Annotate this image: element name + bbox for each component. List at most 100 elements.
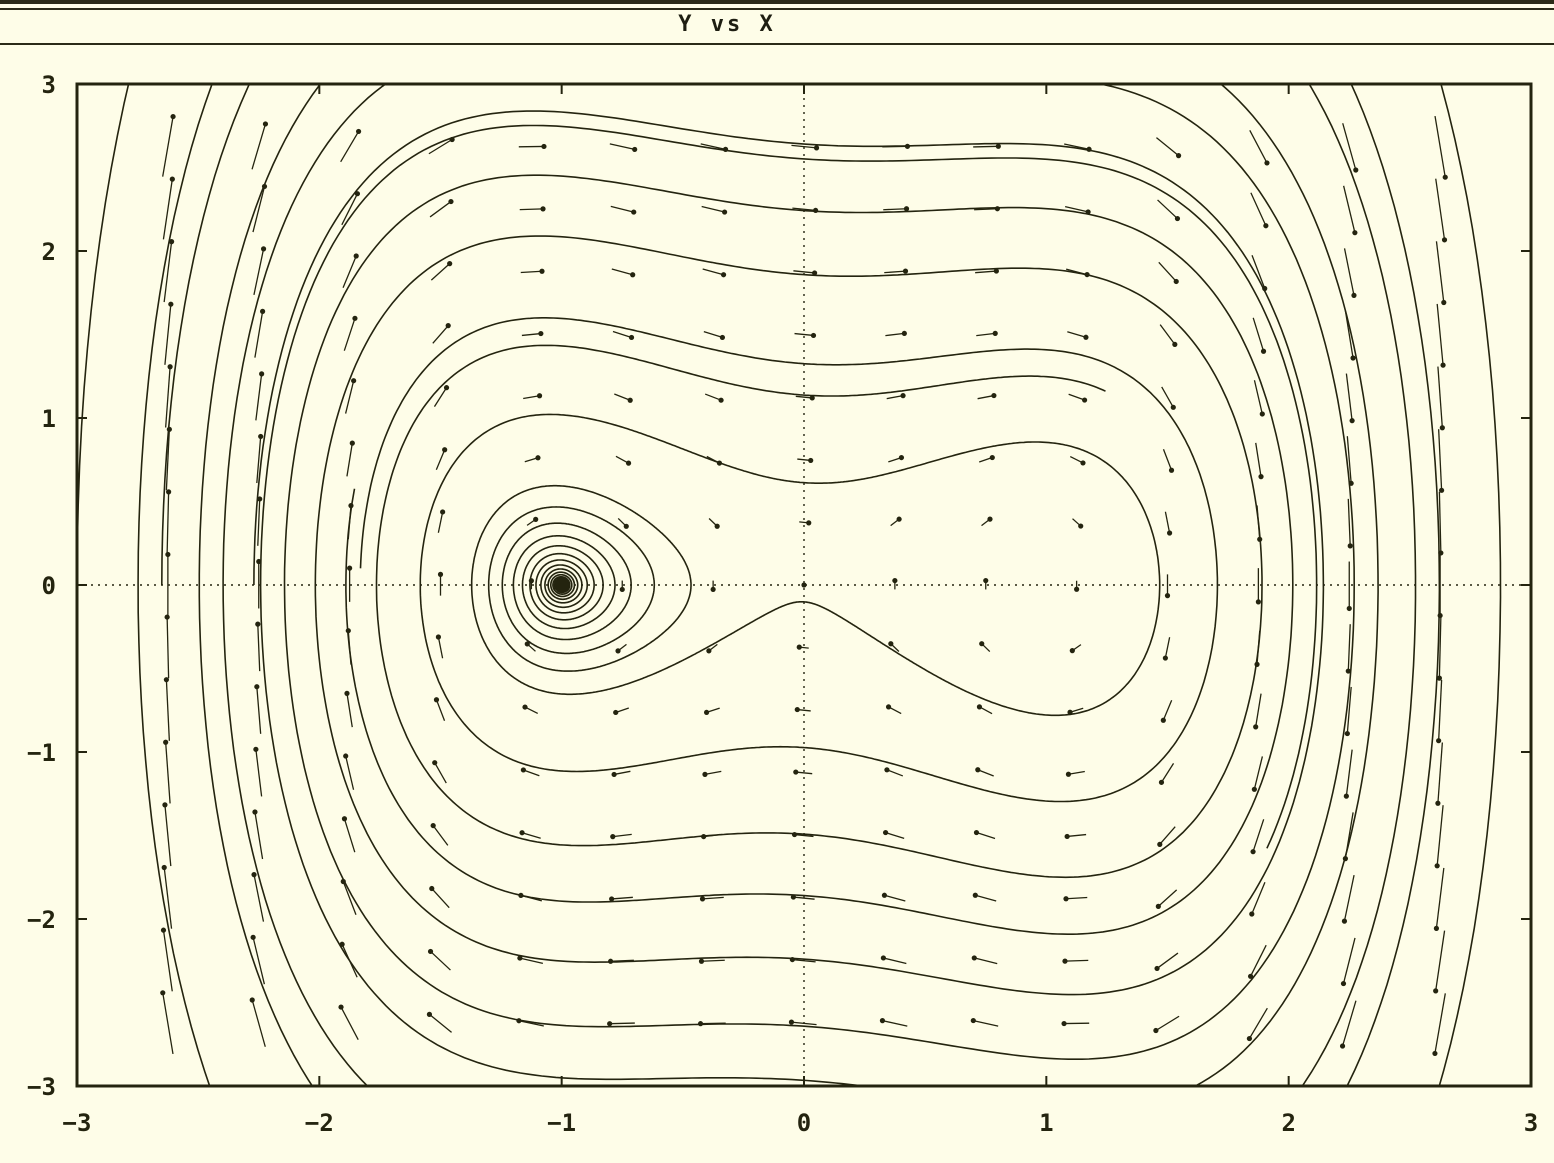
vector-arrow	[799, 520, 812, 526]
vector-arrow-shaft	[702, 896, 724, 900]
vector-arrow-head	[1086, 146, 1092, 152]
vector-arrow	[700, 143, 729, 152]
vector-arrow-shaft	[700, 143, 726, 151]
vector-arrow	[609, 896, 633, 902]
vector-arrow-shaft	[703, 330, 723, 339]
vector-arrow	[890, 516, 902, 527]
vector-arrow-head	[256, 558, 262, 565]
vector-arrow-shaft	[162, 116, 174, 177]
vector-arrow	[888, 454, 905, 463]
vector-arrow	[974, 206, 1000, 212]
vector-arrow-shaft	[1064, 959, 1089, 962]
y-tick-label: −1	[27, 739, 56, 767]
vector-arrow	[791, 831, 814, 838]
x-tick-label: 3	[1524, 1109, 1538, 1137]
vector-field-layer	[160, 113, 1448, 1057]
vector-arrow-head	[261, 183, 268, 190]
vector-arrow-head	[809, 395, 815, 401]
vector-arrow-head	[1074, 586, 1080, 592]
vector-arrow-head	[440, 509, 446, 515]
vector-arrow	[701, 833, 723, 840]
vector-arrow	[1433, 867, 1445, 931]
vector-arrow	[162, 802, 172, 867]
vector-arrow	[1157, 826, 1176, 847]
vector-arrow-shaft	[795, 395, 813, 399]
vector-arrow-shaft	[164, 304, 172, 365]
vector-arrow-head	[699, 896, 706, 902]
vector-arrow-head	[884, 767, 890, 773]
vector-arrow	[249, 997, 266, 1047]
vector-arrow	[1154, 952, 1179, 972]
vector-arrow	[160, 990, 174, 1055]
vector-arrow-head	[347, 565, 353, 571]
vector-arrow-head	[533, 516, 539, 522]
vector-arrow-head	[1085, 209, 1091, 215]
vector-arrow-shaft	[1156, 952, 1179, 969]
vector-arrow-head	[1247, 973, 1254, 979]
vector-arrow-head	[1078, 523, 1084, 529]
vector-arrow	[710, 580, 716, 593]
vector-arrow	[426, 1011, 452, 1033]
vector-arrow	[791, 144, 820, 151]
vector-arrow-head	[1082, 397, 1088, 403]
vector-arrow-head	[1342, 856, 1348, 862]
vector-arrow-head	[522, 704, 528, 710]
vector-arrow-head	[1435, 800, 1441, 806]
vector-arrow-head	[615, 648, 621, 654]
vector-arrow-head	[720, 272, 727, 278]
vector-arrow	[163, 677, 171, 741]
vector-arrow-shaft	[1342, 123, 1357, 171]
vector-arrow-head	[1061, 1020, 1067, 1027]
vector-arrow-head	[892, 577, 898, 584]
vector-arrow	[161, 864, 173, 929]
vector-arrow-head	[1069, 648, 1075, 654]
vector-arrow	[433, 385, 450, 407]
vector-arrow-head	[250, 934, 256, 940]
vector-arrow-shaft	[1346, 686, 1352, 734]
vector-arrow-shaft	[976, 332, 996, 337]
vector-arrow-shaft	[610, 959, 634, 962]
vector-arrow	[255, 371, 265, 421]
vector-arrow-head	[249, 997, 255, 1003]
vector-arrow-head	[1246, 1035, 1253, 1042]
vector-arrow-head	[1352, 230, 1358, 236]
vector-arrow	[520, 767, 540, 777]
vector-arrow-head	[355, 128, 362, 135]
vector-arrow-head	[1433, 925, 1440, 931]
vector-arrow	[611, 770, 631, 778]
vector-arrow-head	[793, 769, 799, 775]
vector-arrow-head	[524, 641, 530, 647]
vector-arrow-shaft	[1346, 436, 1352, 484]
vector-arrow-shaft	[519, 208, 544, 211]
vector-arrow	[1156, 137, 1182, 159]
vector-arrow-shaft	[437, 636, 444, 659]
vector-arrow	[253, 246, 267, 295]
vector-arrow-head	[518, 892, 524, 899]
vector-arrow-head	[791, 831, 798, 838]
vector-arrow-head	[790, 894, 796, 900]
vector-arrow-head	[628, 334, 635, 341]
vector-arrow-shaft	[1342, 185, 1356, 233]
vector-arrow-head	[1172, 341, 1178, 348]
vector-arrow-shaft	[255, 749, 263, 797]
vector-arrow-head	[517, 955, 523, 961]
vector-arrow-shaft	[164, 804, 172, 867]
vector-arrow	[796, 644, 809, 650]
vector-arrow-shaft	[428, 138, 453, 155]
vector-arrow-shaft	[521, 832, 541, 839]
vector-arrow-shaft	[342, 255, 357, 289]
vector-arrow-head	[881, 892, 888, 898]
vector-arrow-shaft	[610, 205, 634, 213]
vector-arrow-head	[1173, 278, 1179, 285]
vector-arrow-head	[443, 385, 450, 391]
vector-arrow	[1072, 518, 1084, 529]
vector-arrow-head	[1351, 292, 1357, 298]
vector-arrow-head	[166, 489, 172, 495]
vector-arrow-shaft	[1068, 393, 1085, 401]
vector-arrow-shaft	[165, 742, 171, 804]
vector-arrow-head	[812, 270, 818, 276]
vector-arrow-head	[903, 206, 910, 212]
vector-arrow	[888, 641, 900, 652]
vector-arrow-head	[1174, 215, 1181, 222]
vector-arrow-shaft	[1251, 255, 1266, 289]
